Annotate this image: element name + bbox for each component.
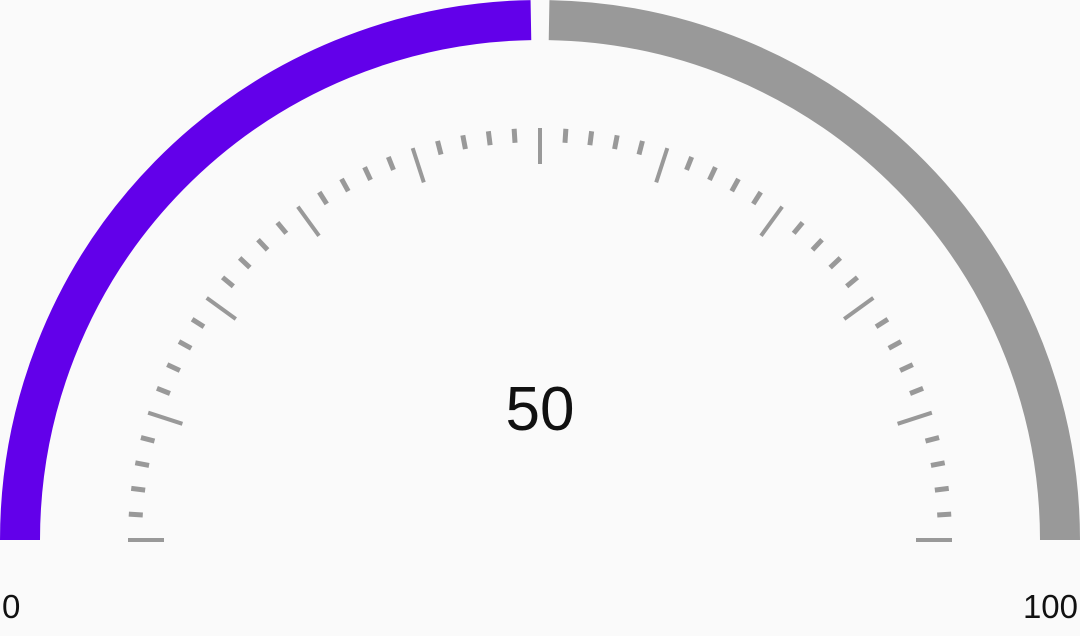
minor-tick — [707, 166, 718, 181]
minor-tick — [899, 362, 914, 373]
minor-tick — [810, 237, 824, 252]
minor-tick — [612, 134, 620, 150]
minor-tick — [339, 177, 351, 193]
minor-tick — [166, 362, 181, 373]
minor-tick — [460, 134, 468, 150]
minor-tick — [729, 177, 741, 193]
minor-tick — [909, 386, 924, 396]
major-tick — [205, 296, 237, 321]
minor-tick — [156, 386, 171, 396]
minor-tick — [874, 317, 890, 329]
minor-tick — [937, 511, 952, 518]
minor-tick — [435, 140, 444, 156]
major-tick — [759, 205, 784, 237]
minor-tick — [317, 190, 329, 206]
minor-tick — [237, 256, 252, 270]
gauge-min-label: 0 — [2, 588, 21, 625]
major-tick — [654, 147, 670, 184]
minor-tick — [791, 220, 805, 235]
minor-tick — [386, 156, 396, 171]
minor-tick — [140, 435, 156, 444]
minor-tick — [134, 460, 150, 468]
minor-tick — [924, 435, 940, 444]
minor-tick — [190, 317, 206, 329]
major-tick — [296, 205, 321, 237]
minor-tick — [828, 256, 843, 270]
minor-tick — [587, 130, 595, 146]
gauge-track-arc — [548, 0, 1080, 541]
major-tick — [843, 296, 875, 321]
gauge-ticks — [128, 128, 952, 542]
minor-tick — [220, 275, 235, 289]
minor-tick — [751, 190, 763, 206]
gauge-progress-arc — [0, 0, 532, 541]
minor-tick — [845, 275, 860, 289]
minor-tick — [130, 485, 146, 493]
gauge-value: 50 — [506, 375, 575, 444]
minor-tick — [256, 237, 270, 252]
minor-tick — [275, 220, 289, 235]
minor-tick — [562, 128, 569, 143]
minor-tick — [128, 511, 143, 518]
gauge-max-label: 100 — [1022, 588, 1078, 625]
major-tick — [147, 410, 184, 426]
major-tick — [410, 147, 426, 184]
minor-tick — [930, 460, 946, 468]
minor-tick — [177, 339, 193, 351]
minor-tick — [511, 128, 518, 143]
minor-tick — [485, 130, 493, 146]
minor-tick — [934, 485, 950, 493]
minor-tick — [636, 140, 645, 156]
minor-tick — [684, 156, 694, 171]
minor-tick — [887, 339, 903, 351]
major-tick — [896, 410, 933, 426]
minor-tick — [362, 166, 373, 181]
